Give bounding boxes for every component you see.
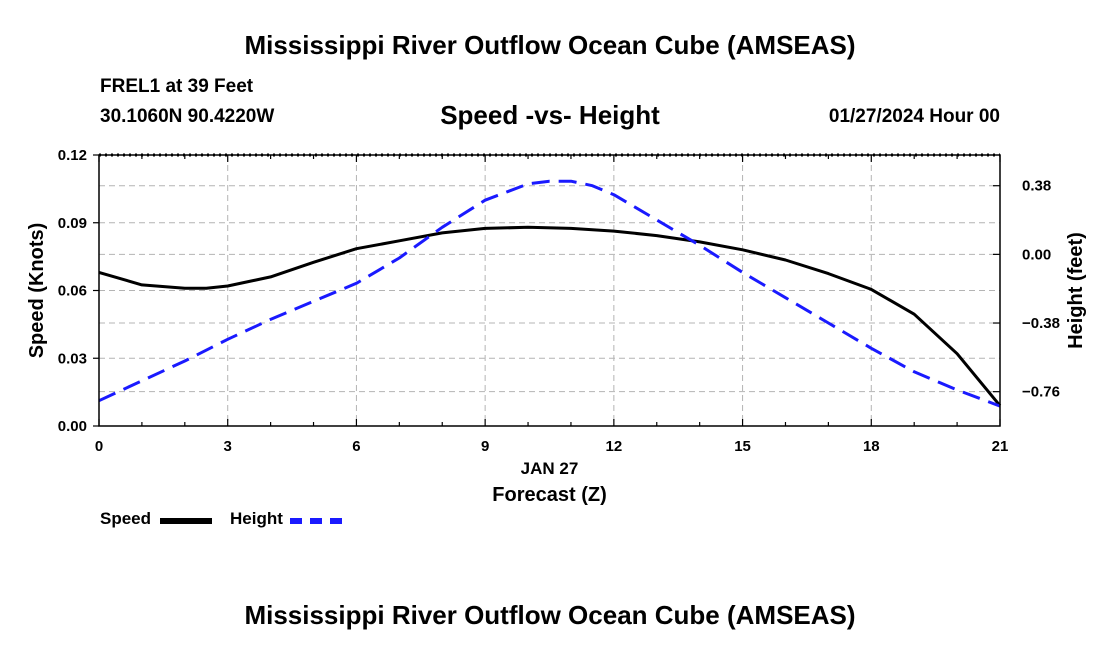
series-line-speed — [98, 225, 1002, 407]
x-tick-label: 18 — [863, 438, 880, 455]
series-line-height — [98, 179, 1001, 408]
y2-tick-label: 0.38 — [1022, 178, 1051, 195]
y-tick-label: 0.06 — [58, 283, 87, 300]
y-tick-label: 0.03 — [58, 350, 87, 367]
series-layer — [98, 179, 1002, 408]
y2-tick-label: −0.38 — [1022, 315, 1060, 332]
legend-speed-swatch — [160, 518, 212, 524]
x-tick-label: 0 — [95, 438, 103, 455]
legend-height-swatch — [290, 518, 342, 524]
y-tick-label: 0.00 — [58, 418, 87, 435]
y-axis-label: Speed (Knots) — [26, 223, 48, 359]
y-tick-label: 0.12 — [58, 147, 87, 164]
axis-labels: JAN 27 Forecast (Z) Speed (Knots) Height (f… — [26, 223, 1087, 506]
tick-labels: 0 3 6 9 12 15 18 21 0.00 0.03 0.06 0.09 0.12 0.38 0.00… — [58, 147, 1060, 455]
x-tick-label: 6 — [352, 438, 360, 455]
x-tick-label: 21 — [992, 438, 1009, 455]
x-axis-date-label: JAN 27 — [521, 459, 579, 478]
y2-axis-label: Height (feet) — [1065, 232, 1087, 349]
x-axis-label: Forecast (Z) — [492, 484, 606, 506]
forecast-datetime: 01/27/2024 Hour 00 — [828, 106, 1000, 127]
chart-title: Mississippi River Outflow Ocean Cube (AM… — [244, 30, 856, 60]
chart-subtitle: Speed -vs- Height — [440, 100, 660, 130]
y2-tick-label: 0.00 — [1022, 246, 1051, 263]
y-tick-label: 0.09 — [58, 215, 87, 232]
y2-tick-label: −0.76 — [1022, 384, 1060, 401]
x-tick-label: 12 — [606, 438, 623, 455]
legend-height-label: Height — [230, 509, 283, 528]
x-tick-label: 9 — [481, 438, 489, 455]
grid — [99, 155, 1000, 426]
footer-title: Mississippi River Outflow Ocean Cube (AM… — [244, 600, 856, 630]
station-label: FREL1 at 39 Feet — [100, 76, 254, 97]
legend-speed-label: Speed — [100, 509, 152, 528]
x-tick-label: 3 — [224, 438, 232, 455]
plot-frame — [93, 153, 1001, 427]
x-tick-label: 15 — [734, 438, 751, 455]
station-coordinates: 30.1060N 90.4220W — [100, 106, 275, 127]
